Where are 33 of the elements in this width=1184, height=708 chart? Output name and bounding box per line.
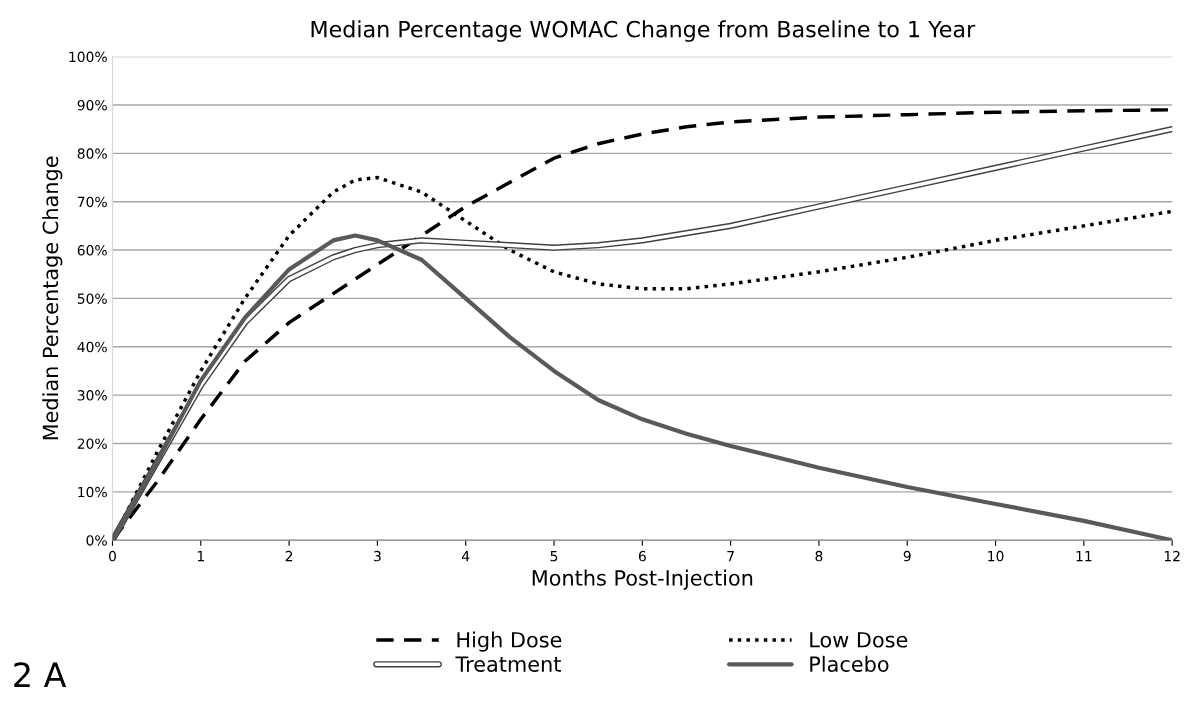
text: 2 A <box>14 662 67 687</box>
y-tick-label: 0% <box>86 535 107 546</box>
legend-label: Placebo <box>810 655 889 672</box>
x-tick-label: 7 <box>727 551 734 562</box>
x-axis-title: Months Post-Injection <box>532 569 753 590</box>
y-tick-label: 40% <box>77 341 107 353</box>
x-tick-label: 4 <box>461 551 470 562</box>
x-tick-label: 8 <box>815 550 823 562</box>
legend-label: Low Dose <box>810 632 908 648</box>
x-tick-label: 0 <box>108 550 116 562</box>
y-tick-label: 50% <box>77 293 107 304</box>
x-tick-label: 6 <box>638 550 646 562</box>
y-tick-label: 20% <box>77 438 107 449</box>
legend-label: High Dose <box>457 631 562 652</box>
x-tick-label: 3 <box>374 550 381 562</box>
x-tick-label: 9 <box>903 550 911 562</box>
x-tick-label: 10 <box>988 550 1004 562</box>
y-tick-label: 80% <box>77 148 107 159</box>
y-tick-label: 70% <box>77 196 107 208</box>
y-tick-label: 30% <box>77 390 107 401</box>
y-tick-label: 90% <box>77 99 107 111</box>
x-tick-label: 12 <box>1164 550 1180 562</box>
line-series <box>112 233 1173 541</box>
y-axis-title: Median Percentage Change <box>42 156 63 440</box>
y-tick-label: 10% <box>78 486 107 498</box>
legend-label: Treatment <box>455 656 561 672</box>
chart-title: Median Percentage WOMAC Change from Baseline to 1 Year <box>311 20 976 42</box>
y-tick-label: 100% <box>69 51 107 63</box>
y-tick-label: 60% <box>77 245 107 256</box>
x-tick-label: 5 <box>550 551 558 562</box>
x-tick-label: 2 <box>285 550 293 562</box>
x-tick-label: 11 <box>1076 551 1092 562</box>
x-tick-label: 1 <box>197 551 204 562</box>
